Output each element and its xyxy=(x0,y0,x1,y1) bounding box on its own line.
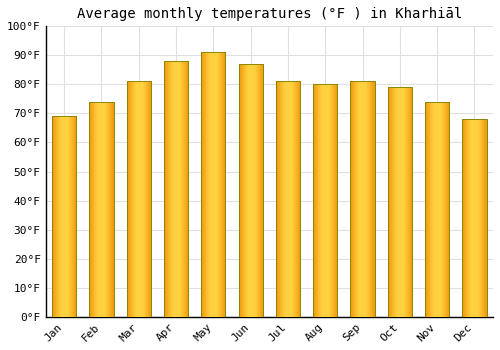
Bar xyxy=(425,102,449,317)
Bar xyxy=(238,64,263,317)
Bar xyxy=(313,84,338,317)
Bar xyxy=(201,52,226,317)
Bar xyxy=(350,82,374,317)
Bar xyxy=(462,119,486,317)
Bar xyxy=(164,61,188,317)
Bar xyxy=(52,116,76,317)
Bar xyxy=(388,87,412,317)
Bar xyxy=(90,102,114,317)
Bar xyxy=(276,82,300,317)
Bar xyxy=(126,82,151,317)
Title: Average monthly temperatures (°F ) in Kharhiāl: Average monthly temperatures (°F ) in Kh… xyxy=(76,7,462,21)
